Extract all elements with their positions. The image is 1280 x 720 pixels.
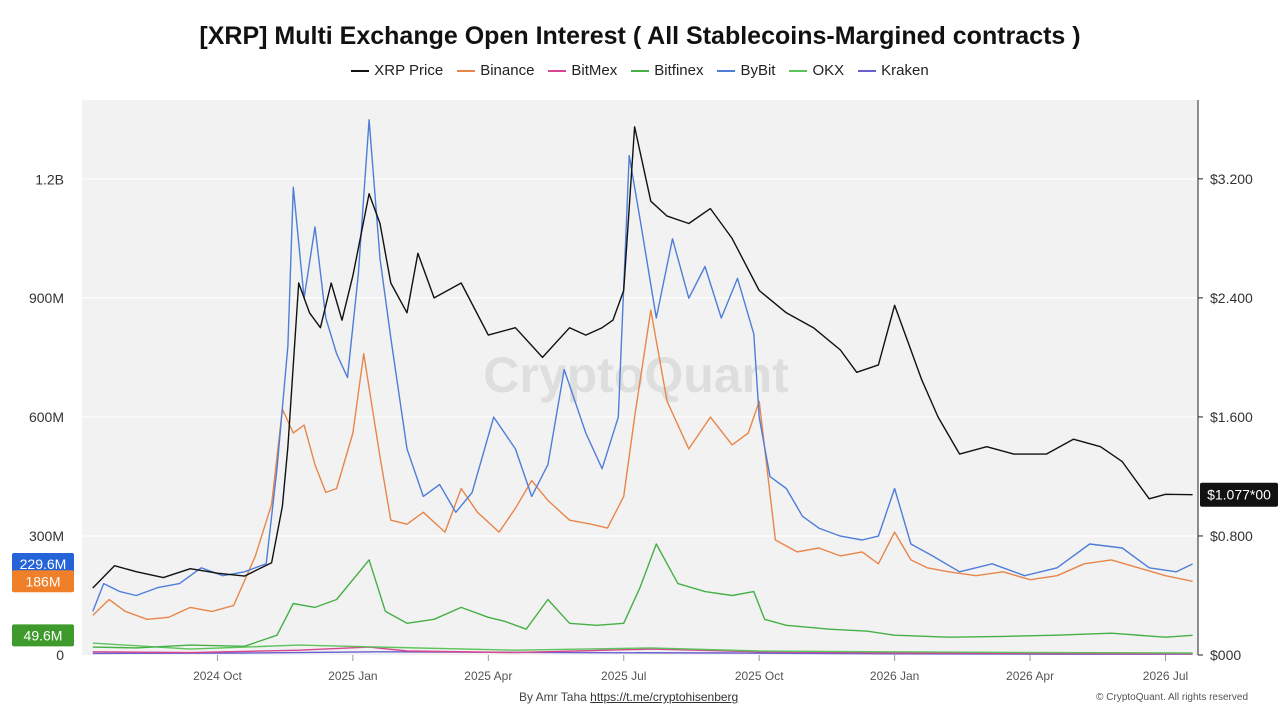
right-axis-tick-label: $1.600 — [1210, 409, 1253, 425]
series-layer — [92, 119, 1193, 655]
x-axis-tick-label: 2025 Jul — [601, 669, 646, 683]
footer-credit: By Amr Taha https://t.me/cryptohisenberg — [519, 690, 738, 704]
x-axis-tick-label: 2025 Apr — [464, 669, 512, 683]
chart-title: [XRP] Multi Exchange Open Interest ( All… — [199, 22, 1081, 50]
legend-item-bitfinex[interactable]: Bitfinex — [631, 62, 703, 79]
legend-swatch — [789, 70, 808, 73]
legend-swatch — [457, 70, 476, 73]
footer-author: By Amr Taha — [519, 690, 587, 704]
watermark: CryptoQuant — [483, 347, 789, 403]
series-line-bitmex — [92, 646, 1193, 655]
legend-item-bybit[interactable]: ByBit — [717, 62, 775, 79]
right-axis-tick-label: $3.200 — [1210, 171, 1253, 187]
legend-item-okx[interactable]: OKX — [789, 62, 844, 79]
gridlines — [82, 178, 1198, 537]
left-axis-tick-label: 0 — [56, 647, 64, 663]
legend-label: BitMex — [571, 62, 618, 79]
legend-item-binance[interactable]: Binance — [457, 62, 534, 79]
x-axis-tick-label: 2026 Jul — [1143, 669, 1188, 683]
value-badge-bg — [12, 552, 74, 575]
left-axis-tick-label: 600M — [29, 409, 64, 425]
legend-swatch — [858, 70, 877, 73]
value-badge-bg — [12, 624, 74, 647]
series-line-kraken — [92, 651, 1193, 655]
footer-link[interactable]: https://t.me/cryptohisenberg — [590, 690, 739, 704]
left-axis-tick-label: 1.2B — [35, 171, 64, 187]
right-axis-tick-label: $0.800 — [1210, 528, 1253, 544]
price-badge-bg — [1200, 482, 1278, 507]
legend-swatch — [351, 70, 370, 73]
right-axis-tick-label: $000 — [1210, 647, 1241, 663]
x-axis-tick-label: 2025 Oct — [735, 669, 784, 683]
price-badge-label: $1.077*00 — [1207, 487, 1271, 503]
chart-legend: XRP Price Binance BitMex Bitfinex ByBit OKX Kr… — [0, 62, 1280, 79]
legend-label: XRP Price — [374, 62, 444, 79]
legend-label: Binance — [480, 62, 535, 79]
series-line-bitfinex — [92, 543, 1193, 649]
legend-label: Kraken — [881, 62, 929, 79]
x-axis-tick-label: 2025 Jan — [328, 669, 377, 683]
value-badge-229-6m: 229.6M — [20, 556, 67, 572]
legend-swatch — [717, 70, 736, 73]
x-axis-tick-label: 2024 Oct — [193, 669, 242, 683]
legend-item-kraken[interactable]: Kraken — [858, 62, 929, 79]
right-axis-ticks: $000 $0.800 $1.600 $2.400 $3.200 — [1198, 171, 1253, 663]
series-line-okx — [92, 642, 1193, 654]
x-axis-tick-label: 2026 Apr — [1006, 669, 1054, 683]
left-axis-tick-label: 900M — [29, 290, 64, 306]
x-axis-ticks: 2024 Oct 2025 Jan 2025 Apr 2025 Jul 2025 Oct… — [193, 655, 1188, 683]
legend-label: OKX — [812, 62, 845, 79]
series-line-bybit — [92, 119, 1193, 612]
x-axis-tick-label: 2026 Jan — [870, 669, 919, 683]
series-line-xrp-price — [92, 126, 1193, 589]
legend-swatch — [631, 70, 650, 73]
legend-item-bitmex[interactable]: BitMex — [548, 62, 617, 79]
footer-copyright: © CryptoQuant. All rights reserved — [1096, 692, 1248, 703]
legend-label: Bitfinex — [654, 62, 704, 79]
left-axis-tick-label: 300M — [29, 528, 64, 544]
right-axis-tick-label: $2.400 — [1210, 290, 1253, 306]
left-axis-ticks: 0 300M 600M 900M 1.2B — [29, 171, 64, 663]
legend-item-xrp-price[interactable]: XRP Price — [351, 62, 443, 79]
legend-swatch — [548, 70, 567, 73]
value-badge-186m: 186M — [25, 573, 60, 589]
legend-label: ByBit — [740, 62, 776, 79]
value-badge-49-6m: 49.6M — [24, 627, 63, 643]
value-badge-bg — [12, 570, 74, 593]
